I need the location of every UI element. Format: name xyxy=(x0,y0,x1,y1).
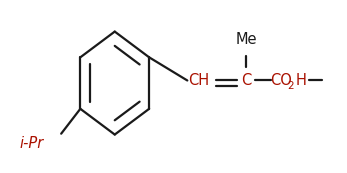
Text: CO: CO xyxy=(270,73,292,88)
Text: C: C xyxy=(241,73,251,88)
Text: CH: CH xyxy=(188,73,209,88)
Text: Me: Me xyxy=(235,32,257,47)
Text: 2: 2 xyxy=(288,81,294,91)
Text: i-Pr: i-Pr xyxy=(20,136,44,151)
Text: H: H xyxy=(296,73,307,88)
